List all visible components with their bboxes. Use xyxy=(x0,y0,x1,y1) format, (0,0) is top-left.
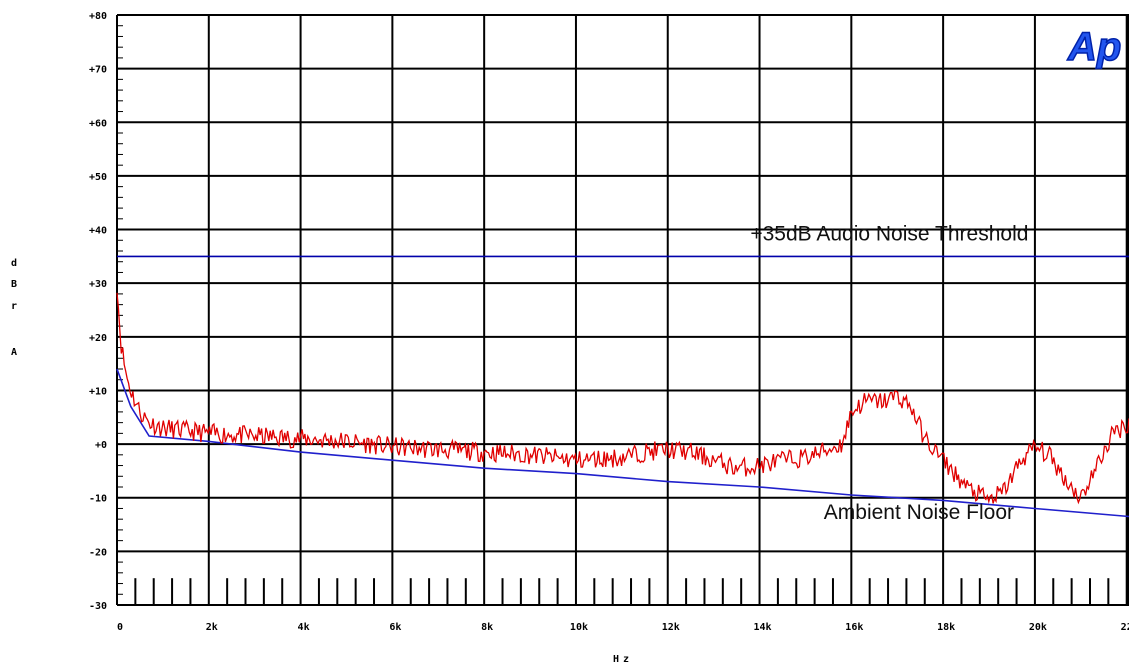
series-layer xyxy=(116,255,1129,518)
threshold-annotation: +35dB Audio Noise Threshold xyxy=(750,222,1028,245)
x-tick-label: 12k xyxy=(662,622,680,633)
x-tick-label: 14k xyxy=(754,622,772,633)
y-tick-label: +40 xyxy=(89,226,107,237)
y-tick-label: +20 xyxy=(89,333,107,344)
y-tick-label: -20 xyxy=(89,547,107,558)
x-tick-label: 4k xyxy=(298,622,310,633)
y-tick-labels: -30 -20 -10 +0 +10 +20 +30 +40 +50 +60 +70 +80 xyxy=(89,11,107,612)
x-tick-label: 8k xyxy=(481,622,493,633)
x-tick-label: 16k xyxy=(845,622,863,633)
series-line-2 xyxy=(116,292,1129,505)
ap-logo-text: Ap xyxy=(1067,25,1121,69)
y-axis-label-char: B xyxy=(11,279,17,290)
x-tick-label: 2k xyxy=(206,622,218,633)
y-tick-label: +50 xyxy=(89,172,107,183)
y-axis-label-char: d xyxy=(11,258,17,269)
x-tick-labels: 0 2k 4k 6k 8k 10k 12k 14k 16k 18k 20k 22k xyxy=(117,622,1129,633)
noise-floor-annotation: Ambient Noise Floor xyxy=(824,501,1014,524)
y-tick-label: +30 xyxy=(89,279,107,290)
y-axis-label: d B r A xyxy=(11,258,17,358)
y-tick-label: -30 xyxy=(89,601,107,612)
y-tick-label: +60 xyxy=(89,118,107,129)
x-tick-label: 6k xyxy=(389,622,401,633)
y-axis-label-char: A xyxy=(11,347,17,358)
x-tick-label: 20k xyxy=(1029,622,1047,633)
minor-ticks xyxy=(117,25,1110,605)
grid xyxy=(116,14,1129,606)
y-tick-label: +80 xyxy=(89,11,107,22)
y-axis-label-char: r xyxy=(11,301,17,312)
series-line-1 xyxy=(116,368,1129,518)
y-tick-label: +70 xyxy=(89,65,107,76)
x-tick-label: 10k xyxy=(570,622,588,633)
x-tick-label: 18k xyxy=(937,622,955,633)
y-tick-label: -10 xyxy=(89,494,107,505)
plot-area xyxy=(117,15,1129,605)
y-tick-label: +10 xyxy=(89,386,107,397)
ap-logo: Ap xyxy=(1066,24,1122,70)
x-tick-label: 22k xyxy=(1121,622,1129,633)
x-axis-label: Hz xyxy=(613,654,633,665)
y-tick-label: +0 xyxy=(95,440,107,451)
x-tick-label: 0 xyxy=(117,622,123,633)
